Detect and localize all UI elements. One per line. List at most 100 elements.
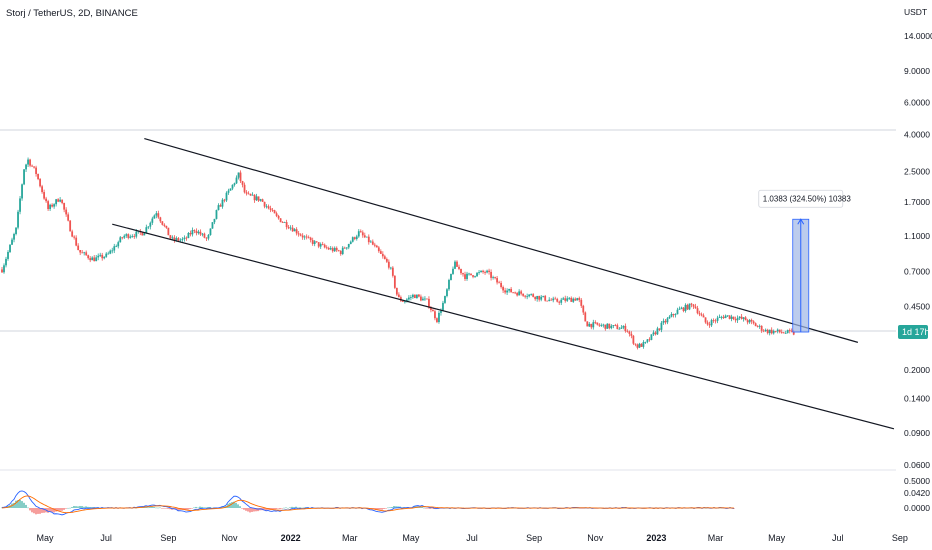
time-tick-label: Mar — [708, 533, 724, 543]
time-tick-label: May — [768, 533, 786, 543]
candle-body — [586, 321, 589, 327]
candle-body — [580, 299, 583, 306]
candle-body — [530, 294, 533, 296]
candle-body — [135, 231, 138, 237]
macd-histogram-bar — [77, 506, 79, 508]
candle-body — [297, 233, 300, 235]
candle-body — [574, 298, 577, 301]
candle-body — [235, 177, 238, 184]
macd-histogram-bar — [29, 508, 31, 511]
candle-body — [61, 199, 64, 204]
candle-body — [482, 270, 484, 273]
macd-histogram-bar — [379, 508, 381, 510]
price-tick-label: 0.7000 — [904, 267, 930, 277]
candle-body — [470, 273, 472, 276]
candle-body — [510, 288, 513, 293]
candle-body — [23, 169, 25, 185]
macd-histogram-bar — [19, 499, 21, 508]
price-tick-label: 1.7000 — [904, 197, 930, 207]
candle-body — [85, 252, 88, 256]
candle-body — [111, 250, 114, 252]
candle-body — [363, 235, 366, 238]
macd-histogram-bar — [81, 506, 83, 508]
candle-body — [434, 311, 436, 319]
channel-upper-line — [144, 138, 859, 343]
candle-body — [385, 258, 388, 262]
price-tick-label: 0.0420 — [904, 488, 930, 498]
candle-body — [239, 172, 242, 182]
candle-body — [750, 319, 753, 322]
candle-body — [704, 317, 707, 323]
candle-body — [185, 237, 188, 239]
macd-histogram-bar — [253, 508, 255, 512]
time-tick-label: Nov — [221, 533, 238, 543]
macd-histogram-bar — [295, 506, 297, 508]
candle-body — [351, 237, 354, 242]
macd-histogram-bar — [423, 507, 425, 509]
candle-body — [27, 159, 29, 165]
macd-histogram-bar — [25, 504, 27, 508]
candle-body — [624, 325, 627, 331]
candle-body — [590, 323, 593, 328]
macd-histogram-bar — [275, 508, 277, 510]
candle-body — [405, 299, 408, 302]
candle-body — [357, 231, 360, 237]
candle-body — [13, 234, 15, 240]
candle-body — [315, 241, 318, 243]
candle-body — [512, 292, 515, 294]
candle-body — [628, 331, 631, 334]
candle-body — [309, 237, 312, 241]
candle-body — [265, 206, 268, 208]
macd-tick-label: 0.0000 — [904, 503, 930, 513]
macd-histogram-bar — [27, 507, 29, 509]
candle-body — [554, 298, 557, 300]
candle-body — [157, 213, 160, 218]
candle-body — [702, 315, 705, 318]
candle-body — [764, 329, 767, 332]
candle-body — [3, 265, 5, 273]
candle-body — [313, 241, 316, 244]
candle-body — [149, 222, 152, 227]
macd-histogram-bar — [431, 508, 433, 509]
candle-body — [598, 324, 601, 326]
candle-body — [550, 299, 553, 301]
macd-histogram-bar — [61, 508, 63, 511]
candle-body — [301, 235, 304, 238]
macd-histogram-bar — [421, 506, 423, 508]
candle-body — [233, 183, 236, 185]
macd-histogram-bar — [277, 508, 279, 509]
candle-body — [788, 330, 791, 331]
candle-body — [93, 257, 96, 262]
candle-body — [295, 229, 298, 234]
macd-histogram-bar — [441, 508, 443, 509]
time-tick-label: 2023 — [646, 533, 666, 543]
candle-body — [45, 198, 47, 202]
candle-body — [343, 247, 346, 249]
candle-body — [171, 237, 174, 239]
candle-body — [570, 297, 573, 302]
price-tick-label: 0.0900 — [904, 428, 930, 438]
candle-body — [275, 213, 278, 216]
macd-histogram-bar — [233, 501, 235, 508]
macd-histogram-bar — [583, 508, 585, 509]
macd-histogram-bar — [281, 508, 283, 509]
macd-histogram-bar — [51, 508, 53, 512]
candle-body — [169, 235, 172, 239]
candle-body — [403, 301, 406, 303]
candle-body — [305, 236, 308, 238]
macd-histogram-bar — [273, 508, 275, 510]
candle-body — [271, 209, 274, 211]
candle-body — [361, 232, 364, 236]
macd-histogram-bar — [385, 508, 387, 509]
macd-histogram-bar — [13, 502, 15, 508]
candle-body — [355, 236, 358, 240]
macd-histogram-bar — [427, 508, 429, 509]
candle-body — [514, 292, 517, 294]
candle-body — [155, 213, 158, 216]
candle-body — [285, 222, 288, 228]
macd-histogram-bar — [299, 507, 301, 508]
candle-body — [692, 304, 695, 307]
candle-body — [448, 279, 450, 290]
candle-body — [672, 314, 675, 316]
